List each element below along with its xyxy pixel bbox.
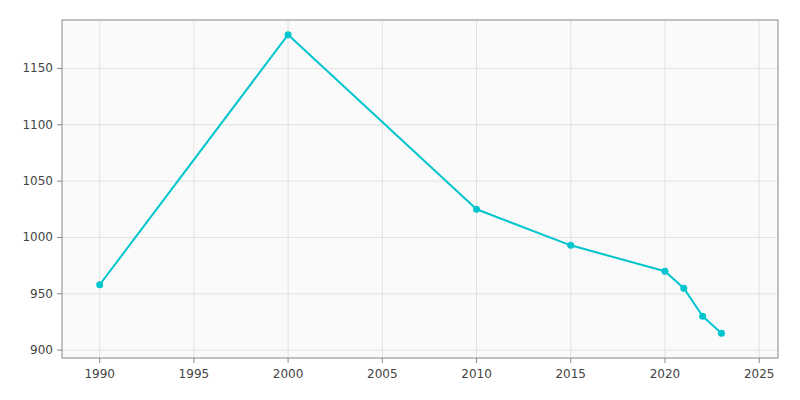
plot-background	[62, 20, 778, 358]
y-grid-line	[62, 350, 778, 351]
x-tick	[759, 358, 760, 363]
y-grid-line	[62, 124, 778, 125]
point	[680, 285, 687, 292]
point	[718, 330, 725, 337]
series	[96, 31, 725, 337]
x-tick-label: 1995	[179, 367, 210, 381]
y-tick-label: 1000	[22, 230, 53, 244]
x-tick	[476, 358, 477, 363]
x-grid-line	[570, 20, 571, 358]
x-tick-label: 2010	[461, 367, 492, 381]
x-tick	[193, 358, 194, 363]
y-grid-line	[62, 68, 778, 69]
x-tick	[382, 358, 383, 363]
y-grid-line	[62, 181, 778, 182]
x-grid-line	[476, 20, 477, 358]
y-grid-line	[62, 293, 778, 294]
line	[100, 35, 722, 334]
x-tick	[664, 358, 665, 363]
x-grid-line	[193, 20, 194, 358]
x-tick-label: 2020	[650, 367, 681, 381]
grid	[62, 20, 778, 358]
point	[699, 313, 706, 320]
x-tick-label: 2000	[273, 367, 304, 381]
y-tick-label: 1150	[22, 61, 53, 75]
plot-frame	[62, 20, 778, 358]
x-tick	[288, 358, 289, 363]
y-tick	[57, 68, 62, 69]
x-tick-label: 2015	[555, 367, 586, 381]
x-grid-line	[382, 20, 383, 358]
y-tick	[57, 350, 62, 351]
x-grid-line	[664, 20, 665, 358]
y-tick-label: 950	[30, 287, 53, 301]
x-tick-label: 2005	[367, 367, 398, 381]
y-tick-label: 1100	[22, 118, 53, 132]
x-tick-label: 1990	[84, 367, 115, 381]
axes: 1990 1995 2000 2005 2010 2015 2020 2025 900 950 10…	[22, 61, 774, 381]
x-grid-line	[759, 20, 760, 358]
y-tick	[57, 237, 62, 238]
y-tick-label: 900	[30, 343, 53, 357]
y-tick	[57, 124, 62, 125]
point	[661, 268, 668, 275]
point	[96, 281, 103, 288]
y-grid-line	[62, 237, 778, 238]
x-tick	[570, 358, 571, 363]
chart-container: 1990 1995 2000 2005 2010 2015 2020 2025 900 950 10…	[0, 0, 800, 400]
point	[473, 206, 480, 213]
y-tick	[57, 181, 62, 182]
x-tick	[99, 358, 100, 363]
x-tick-label: 2025	[744, 367, 775, 381]
y-tick-label: 1050	[22, 174, 53, 188]
y-tick	[57, 293, 62, 294]
x-grid-line	[99, 20, 100, 358]
point	[567, 242, 574, 249]
x-grid-line	[288, 20, 289, 358]
point	[285, 31, 292, 38]
chart: 1990 1995 2000 2005 2010 2015 2020 2025 900 950 10…	[0, 0, 800, 400]
